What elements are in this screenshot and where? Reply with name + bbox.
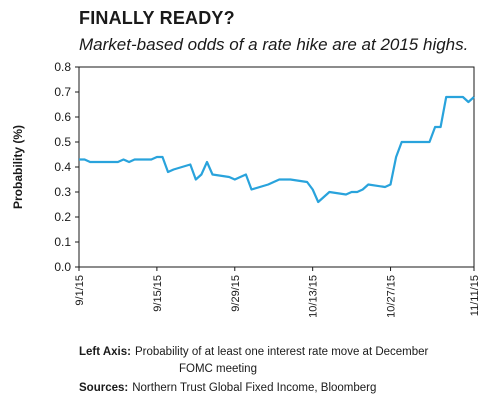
y-tick-label: 0.1: [54, 235, 71, 249]
y-tick-label: 0.0: [54, 260, 71, 274]
series-line-probability: [79, 95, 475, 204]
line-chart: 0.0 0.1 0.2 0.3 0.4 0.5 0.6 0.7 0.8 9/1/15 9/15/1…: [11, 60, 481, 318]
y-tick-label: 0.4: [54, 160, 71, 174]
x-tick-label: 9/29/15: [230, 275, 242, 312]
x-tick-label: 10/13/15: [308, 275, 320, 318]
y-tick-label: 0.5: [54, 135, 71, 149]
y-tick-label: 0.3: [54, 185, 71, 199]
y-axis-label: Probability (%): [11, 125, 25, 209]
left-axis-note-label: Left Axis:: [79, 346, 131, 358]
y-tick-label: 0.7: [54, 85, 71, 99]
x-tick-label: 9/1/15: [74, 275, 86, 306]
x-tick-label: 9/15/15: [152, 275, 164, 312]
y-tick-label: 0.8: [54, 60, 71, 74]
x-axis-ticks: 9/1/15 9/15/15 9/29/15 10/13/15 10/27/15 11/1…: [74, 267, 481, 318]
chart-notes: Left Axis: Probability of at least one i…: [79, 344, 489, 397]
sources-note: Sources: Northern Trust Global Fixed Inc…: [79, 380, 489, 397]
chart-subtitle: Market-based odds of a rate hike are at …: [79, 35, 469, 54]
x-tick-label: 11/11/15: [469, 275, 481, 316]
x-tick-label: 10/27/15: [386, 275, 398, 318]
y-tick-label: 0.6: [54, 110, 71, 124]
plot-frame: [78, 66, 475, 268]
y-tick-label: 0.2: [54, 210, 71, 224]
left-axis-note: Left Axis: Probability of at least one i…: [79, 344, 489, 361]
sources-note-label: Sources:: [79, 382, 129, 394]
left-axis-note-text: Probability of at least one interest rat…: [134, 346, 429, 358]
y-axis-ticks: 0.0 0.1 0.2 0.3 0.4 0.5 0.6 0.7 0.8: [54, 60, 79, 274]
chart-title: FINALLY READY?: [79, 8, 235, 28]
left-axis-note-text-continued: FOMC meeting: [179, 363, 257, 375]
sources-note-text: Northern Trust Global Fixed Income, Bloo…: [132, 382, 377, 394]
